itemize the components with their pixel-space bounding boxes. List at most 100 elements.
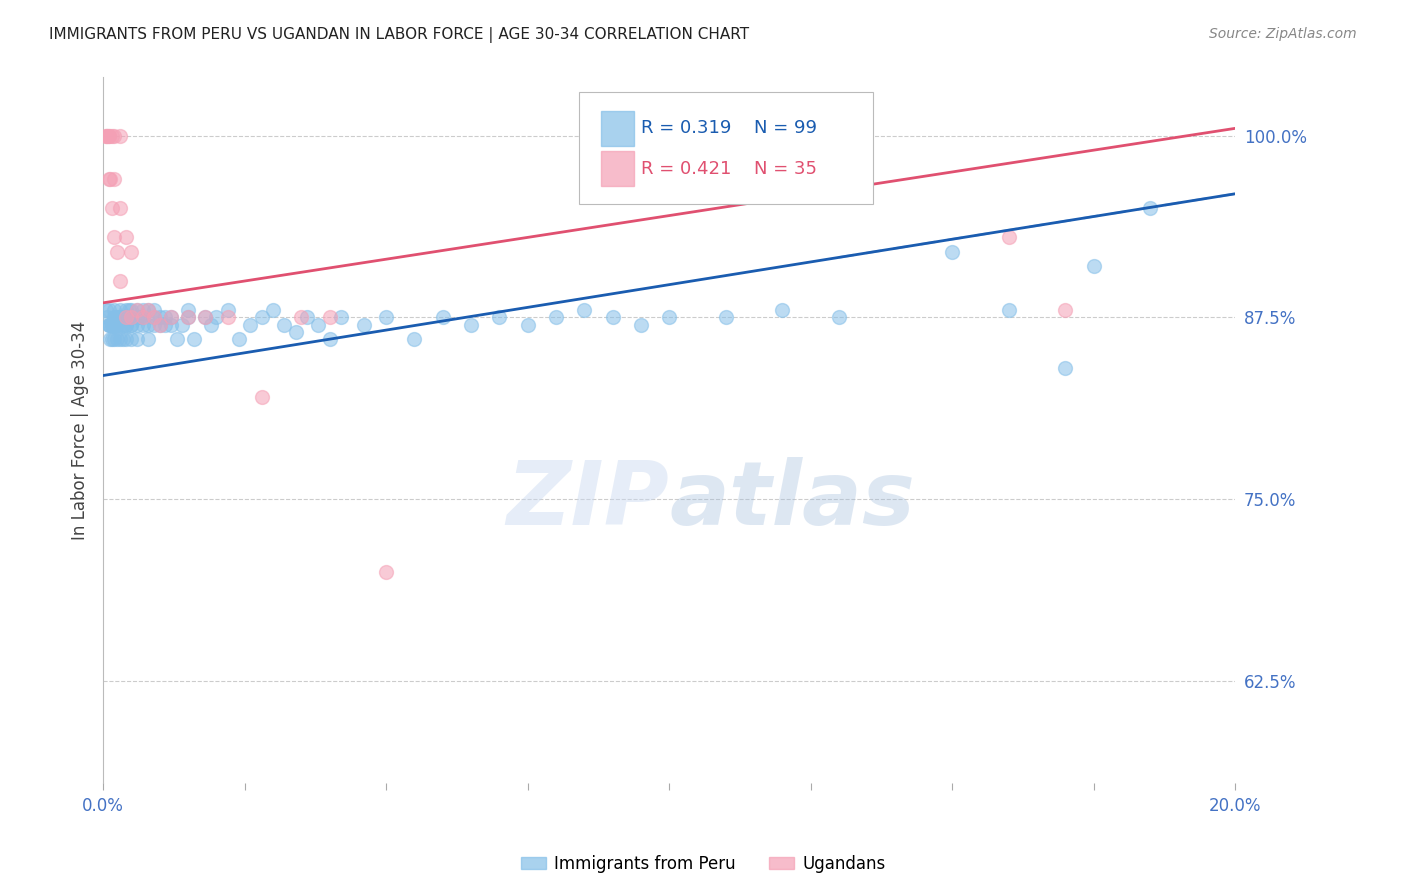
Point bbox=[132, 303, 155, 318]
Point bbox=[138, 332, 160, 346]
Point bbox=[149, 318, 172, 332]
Point bbox=[149, 318, 172, 332]
Point bbox=[127, 318, 149, 332]
Y-axis label: In Labor Force | Age 30-34: In Labor Force | Age 30-34 bbox=[72, 320, 89, 540]
Point bbox=[98, 332, 121, 346]
Legend: Immigrants from Peru, Ugandans: Immigrants from Peru, Ugandans bbox=[515, 848, 891, 880]
Point bbox=[132, 310, 155, 325]
Point bbox=[108, 310, 131, 325]
FancyBboxPatch shape bbox=[602, 112, 634, 146]
Point bbox=[828, 310, 851, 325]
Point bbox=[353, 318, 375, 332]
Point bbox=[103, 332, 125, 346]
Point bbox=[262, 303, 284, 318]
Point bbox=[120, 318, 142, 332]
Point bbox=[630, 318, 652, 332]
Point bbox=[714, 310, 737, 325]
Point bbox=[127, 303, 149, 318]
Point bbox=[114, 303, 136, 318]
Point bbox=[97, 318, 120, 332]
Point bbox=[307, 318, 329, 332]
Point bbox=[375, 565, 398, 579]
Text: R = 0.319: R = 0.319 bbox=[641, 120, 731, 137]
Point bbox=[120, 332, 142, 346]
Point bbox=[1139, 202, 1161, 216]
Point bbox=[94, 128, 117, 143]
Point bbox=[239, 318, 262, 332]
Point bbox=[94, 128, 117, 143]
Point bbox=[166, 332, 188, 346]
Point bbox=[770, 303, 793, 318]
Point bbox=[205, 310, 228, 325]
Point bbox=[138, 318, 160, 332]
Point bbox=[110, 310, 132, 325]
Point bbox=[120, 244, 142, 259]
Point bbox=[217, 303, 239, 318]
Point bbox=[117, 303, 139, 318]
Point bbox=[149, 310, 172, 325]
Point bbox=[105, 332, 128, 346]
Point bbox=[100, 318, 122, 332]
Point bbox=[104, 318, 127, 332]
Point bbox=[120, 318, 142, 332]
Point bbox=[1054, 303, 1077, 318]
Point bbox=[172, 318, 194, 332]
Point bbox=[127, 310, 149, 325]
Point bbox=[105, 244, 128, 259]
Point bbox=[155, 310, 177, 325]
Point bbox=[160, 318, 183, 332]
Point bbox=[138, 303, 160, 318]
Point bbox=[103, 318, 125, 332]
Point bbox=[295, 310, 318, 325]
Point bbox=[96, 128, 118, 143]
Point bbox=[120, 310, 142, 325]
Point bbox=[132, 310, 155, 325]
FancyBboxPatch shape bbox=[579, 92, 873, 204]
Point bbox=[132, 318, 155, 332]
Point bbox=[284, 325, 307, 339]
Point bbox=[103, 310, 125, 325]
Point bbox=[103, 318, 125, 332]
Point bbox=[108, 274, 131, 288]
Point bbox=[941, 244, 963, 259]
Point bbox=[200, 318, 222, 332]
Point bbox=[460, 318, 482, 332]
Point bbox=[432, 310, 454, 325]
Point bbox=[658, 310, 681, 325]
Point bbox=[998, 230, 1021, 244]
Text: R = 0.421: R = 0.421 bbox=[641, 161, 731, 178]
Point bbox=[94, 303, 117, 318]
Point bbox=[318, 332, 340, 346]
Point bbox=[114, 310, 136, 325]
Point bbox=[273, 318, 295, 332]
Text: atlas: atlas bbox=[669, 457, 915, 544]
Point bbox=[100, 128, 122, 143]
Point bbox=[228, 332, 250, 346]
FancyBboxPatch shape bbox=[602, 152, 634, 186]
Point bbox=[114, 230, 136, 244]
Point bbox=[120, 310, 142, 325]
Point bbox=[160, 310, 183, 325]
Point bbox=[111, 318, 134, 332]
Point bbox=[143, 310, 166, 325]
Text: N = 99: N = 99 bbox=[754, 120, 817, 137]
Point bbox=[177, 303, 200, 318]
Point bbox=[290, 310, 312, 325]
Point bbox=[103, 230, 125, 244]
Point bbox=[114, 310, 136, 325]
Point bbox=[100, 318, 122, 332]
Point bbox=[97, 128, 120, 143]
Point bbox=[998, 303, 1021, 318]
Point bbox=[194, 310, 217, 325]
Point bbox=[183, 332, 205, 346]
Point bbox=[194, 310, 217, 325]
Point bbox=[127, 332, 149, 346]
Point bbox=[114, 318, 136, 332]
Point bbox=[250, 310, 273, 325]
Point bbox=[177, 310, 200, 325]
Point bbox=[129, 310, 152, 325]
Point bbox=[318, 310, 340, 325]
Point bbox=[160, 310, 183, 325]
Point bbox=[375, 310, 398, 325]
Point bbox=[108, 202, 131, 216]
